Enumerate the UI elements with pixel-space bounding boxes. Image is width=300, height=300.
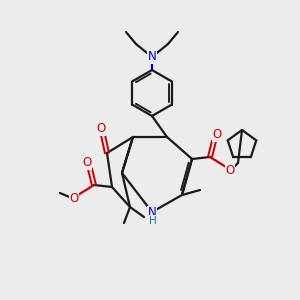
Text: N: N: [148, 50, 156, 64]
Text: H: H: [149, 216, 157, 226]
Text: N: N: [148, 206, 156, 220]
Text: O: O: [225, 164, 235, 178]
Text: O: O: [82, 157, 91, 169]
Text: O: O: [96, 122, 106, 136]
Text: O: O: [69, 193, 79, 206]
Text: O: O: [212, 128, 222, 142]
